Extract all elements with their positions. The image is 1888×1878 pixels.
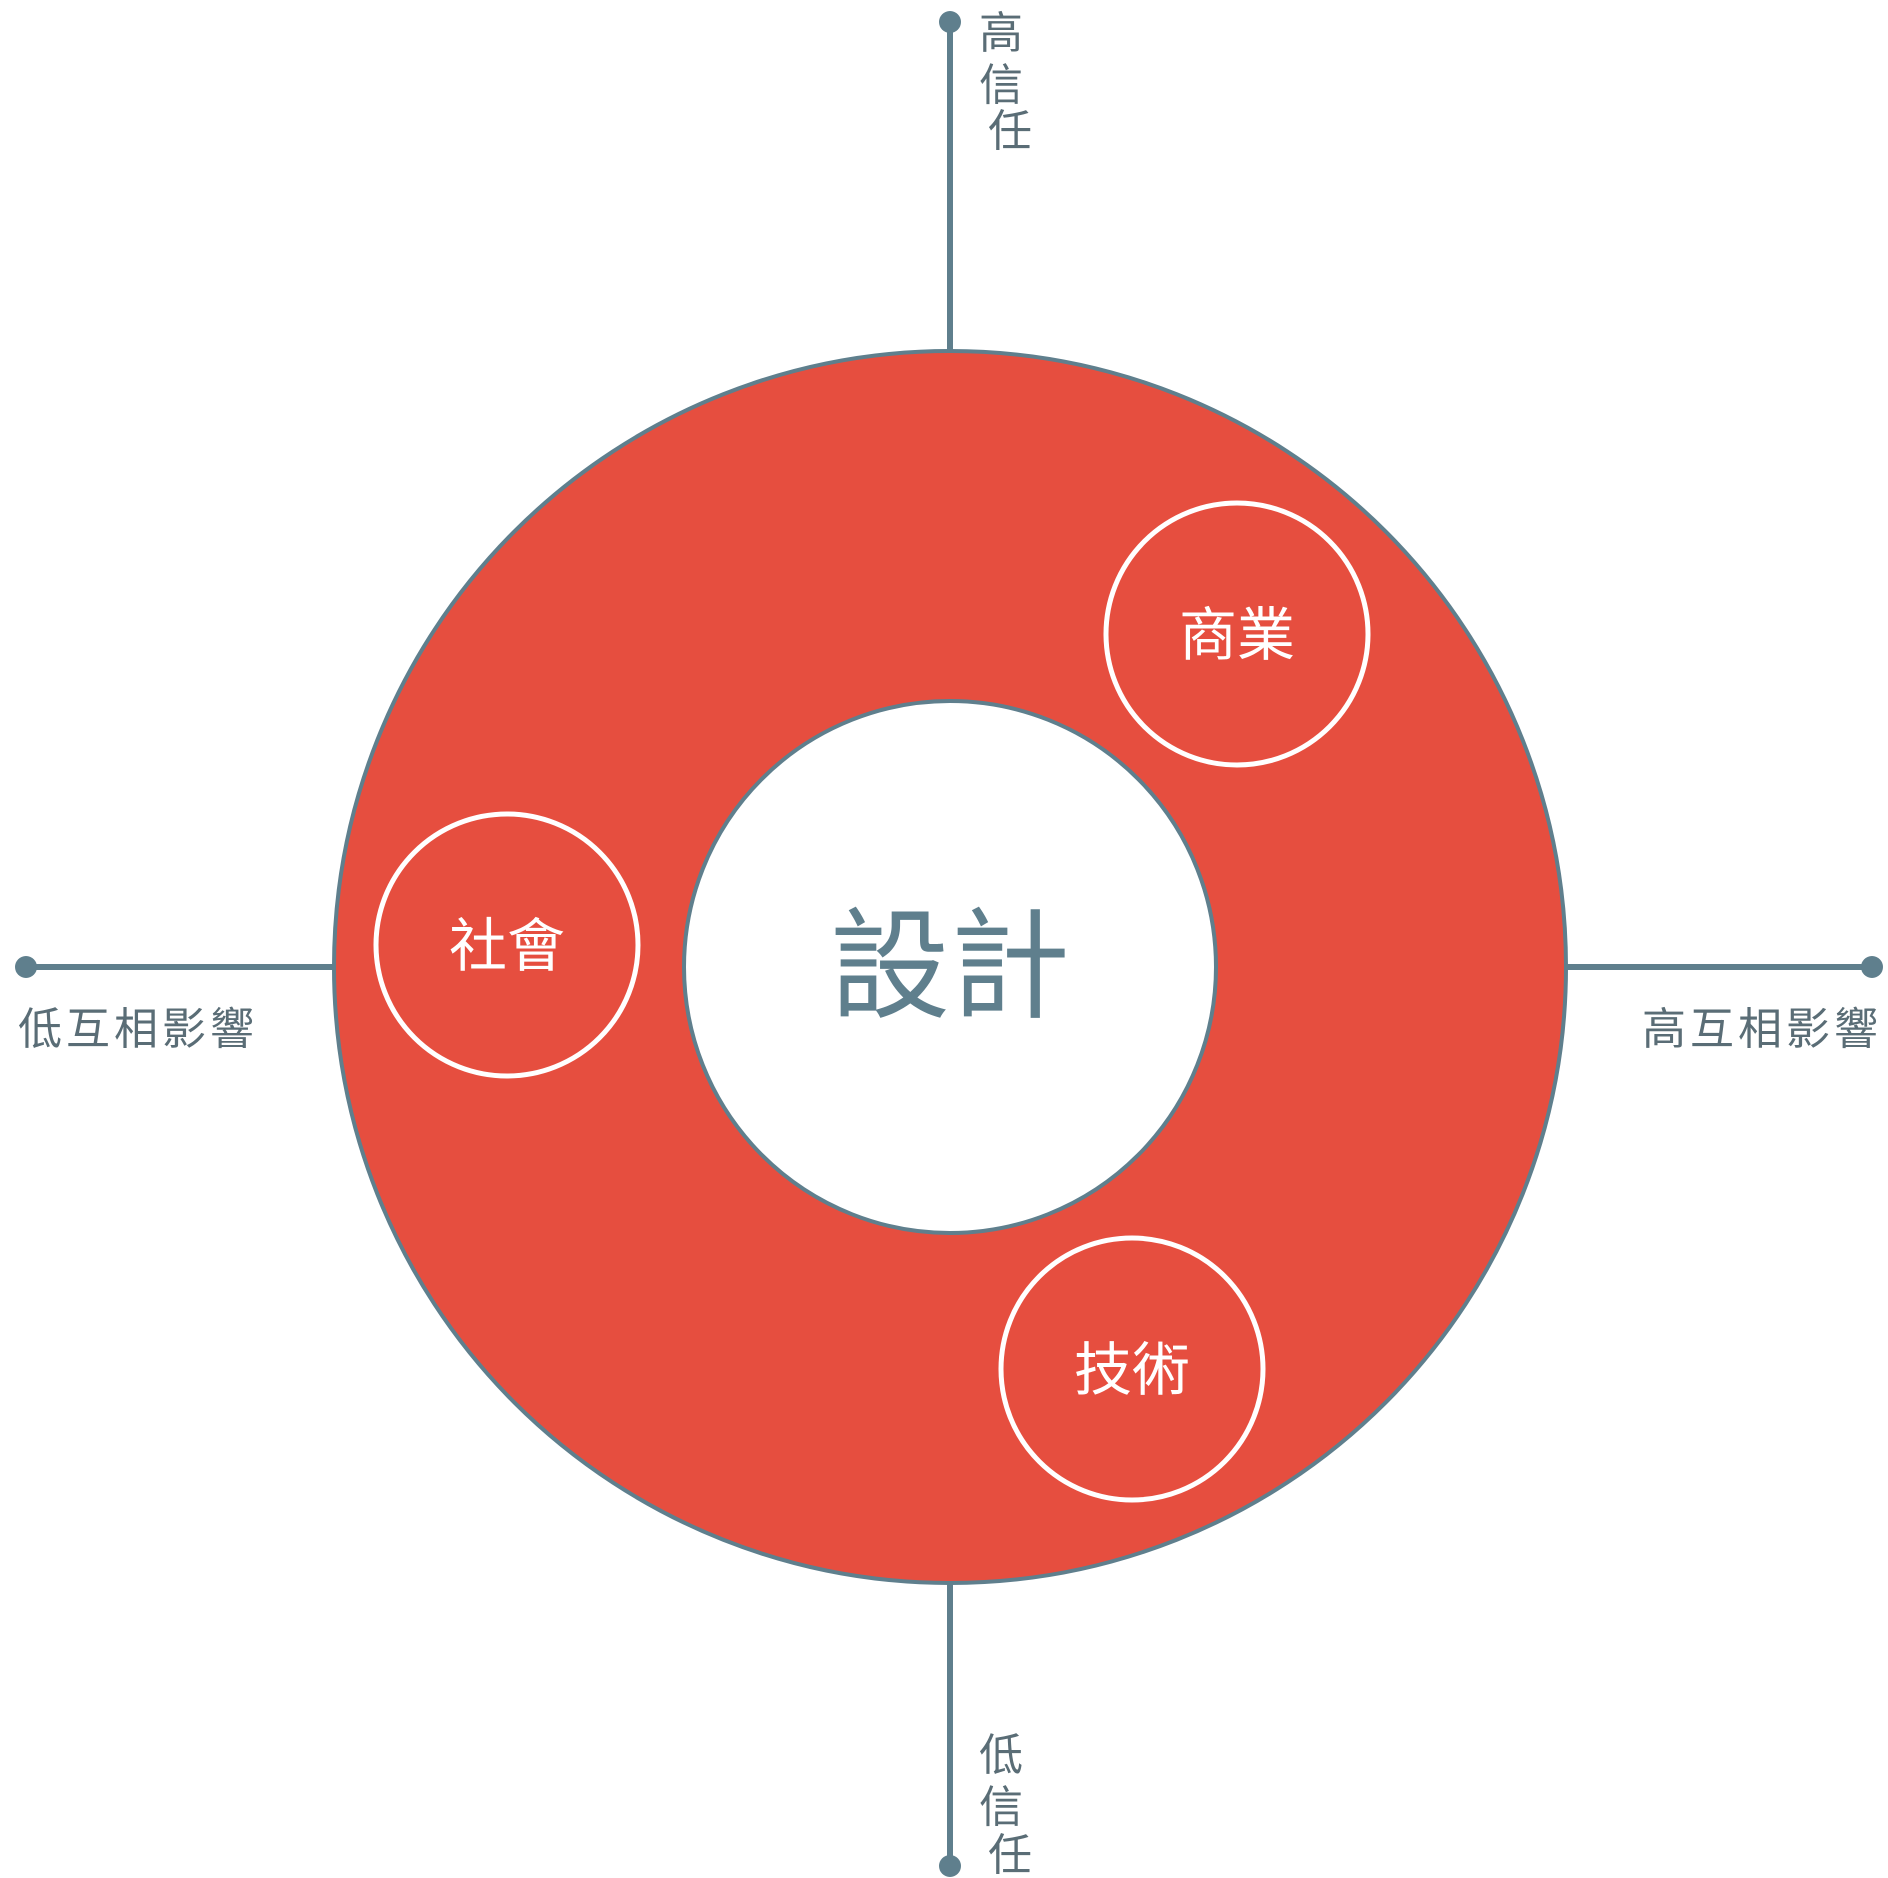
- axis-bottom-endpoint: [939, 1855, 961, 1877]
- node-technology-circle: [998, 1235, 1266, 1503]
- axis-top-label-char: 高: [979, 8, 1027, 59]
- axis-right-endpoint: [1861, 956, 1883, 978]
- axis-bottom-label-char: 信: [979, 1782, 1027, 1833]
- axis-bottom-label-char: 低: [979, 1730, 1027, 1781]
- axis-left-endpoint: [15, 956, 37, 978]
- axis-right-label: 高互相影響: [1642, 1004, 1882, 1055]
- node-society-circle: [373, 811, 641, 1079]
- axis-bottom-label-char: 任: [988, 1830, 1036, 1878]
- center-label: 設計: [830, 898, 1070, 1037]
- node-business-label: 商業: [1179, 601, 1295, 669]
- node-business-circle: [1103, 500, 1371, 768]
- node-society-label: 社會: [449, 912, 565, 980]
- axis-top-label: 高 信 任: [979, 8, 1045, 157]
- node-technology-label: 技術: [1074, 1336, 1190, 1404]
- axis-bottom-label: 低 信 任: [979, 1730, 1045, 1878]
- axis-top-endpoint: [939, 11, 961, 33]
- axis-left-label: 低互相影響: [18, 1004, 258, 1055]
- axis-top-label-char: 信: [979, 60, 1027, 111]
- axis-top-label-char: 任: [988, 106, 1036, 157]
- inner-circle: [682, 699, 1218, 1235]
